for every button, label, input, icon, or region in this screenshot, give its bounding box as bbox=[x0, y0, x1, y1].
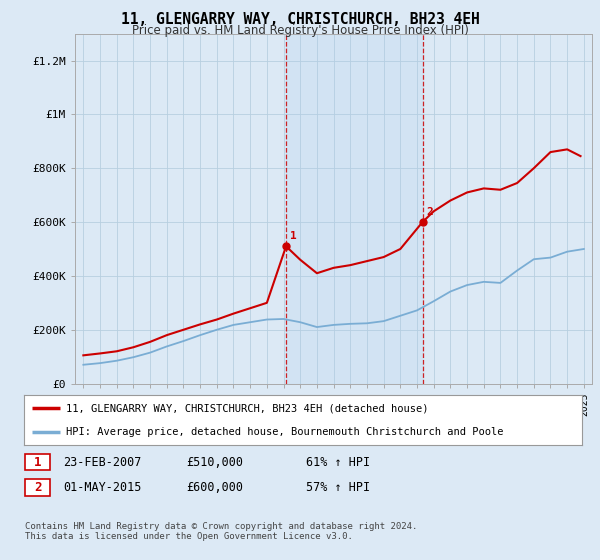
Bar bbox=[286, 34, 422, 384]
Text: 57% ↑ HPI: 57% ↑ HPI bbox=[306, 480, 370, 494]
Text: £600,000: £600,000 bbox=[186, 480, 243, 494]
Text: 1: 1 bbox=[34, 455, 41, 469]
Text: Contains HM Land Registry data © Crown copyright and database right 2024.
This d: Contains HM Land Registry data © Crown c… bbox=[25, 522, 418, 542]
Text: £510,000: £510,000 bbox=[186, 455, 243, 469]
Text: 11, GLENGARRY WAY, CHRISTCHURCH, BH23 4EH: 11, GLENGARRY WAY, CHRISTCHURCH, BH23 4E… bbox=[121, 12, 479, 27]
Text: 2: 2 bbox=[34, 480, 41, 494]
Text: 61% ↑ HPI: 61% ↑ HPI bbox=[306, 455, 370, 469]
Text: 01-MAY-2015: 01-MAY-2015 bbox=[63, 480, 142, 494]
Text: 23-FEB-2007: 23-FEB-2007 bbox=[63, 455, 142, 469]
Text: Price paid vs. HM Land Registry's House Price Index (HPI): Price paid vs. HM Land Registry's House … bbox=[131, 24, 469, 37]
Text: HPI: Average price, detached house, Bournemouth Christchurch and Poole: HPI: Average price, detached house, Bour… bbox=[66, 427, 503, 437]
Text: 1: 1 bbox=[290, 231, 297, 241]
Text: 2: 2 bbox=[427, 207, 433, 217]
Text: 11, GLENGARRY WAY, CHRISTCHURCH, BH23 4EH (detached house): 11, GLENGARRY WAY, CHRISTCHURCH, BH23 4E… bbox=[66, 403, 428, 413]
